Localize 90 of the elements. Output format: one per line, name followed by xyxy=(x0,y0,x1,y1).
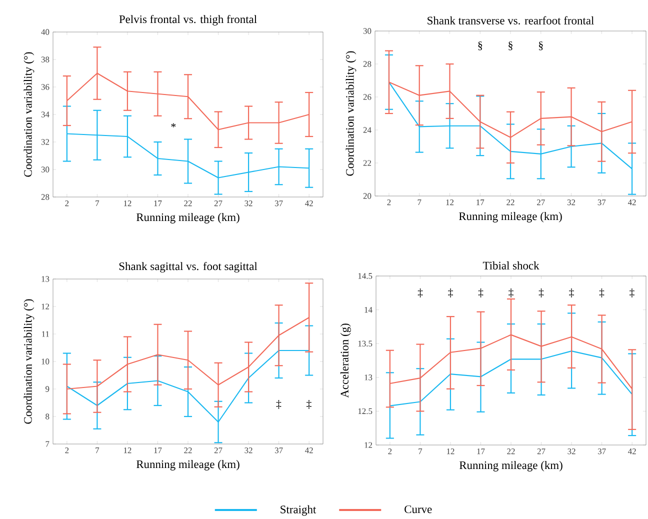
x-tick-label: 7 xyxy=(418,448,422,454)
annotation: ‡ xyxy=(599,288,604,298)
annotation: * xyxy=(171,123,176,128)
annotation: ‡ xyxy=(478,288,484,298)
x-tick-label: 32 xyxy=(244,200,252,206)
x-tick-label: 7 xyxy=(96,200,100,206)
x-tick-label: 2 xyxy=(388,448,392,454)
x-tick-label: 17 xyxy=(154,448,162,454)
y-tick-label: 38 xyxy=(41,56,50,62)
legend-label: Curve xyxy=(404,506,432,514)
y-axis-title: Coordination variability (°) xyxy=(24,299,34,424)
chart-title: Shank transverse vs. rearfoot frontal xyxy=(428,16,594,25)
x-axis-title: Running mileage (km) xyxy=(459,461,562,472)
x-tick-label: 22 xyxy=(184,200,192,206)
y-tick-label: 8 xyxy=(46,414,50,420)
x-tick-label: 27 xyxy=(214,200,222,206)
x-tick-label: 37 xyxy=(274,200,283,206)
x-tick-label: 12 xyxy=(446,200,454,206)
x-tick-label: 37 xyxy=(274,448,283,454)
x-tick-label: 42 xyxy=(628,448,636,454)
y-tick-label: 12 xyxy=(42,304,50,310)
chart-title: Tibial shock xyxy=(482,262,540,270)
y-tick-label: 7 xyxy=(46,441,50,447)
annotation: § xyxy=(538,42,543,50)
y-axis-title: Coordination variability (°) xyxy=(24,52,34,177)
x-tick-label: 32 xyxy=(244,448,252,454)
annotation: ‡ xyxy=(306,400,312,409)
annotation: ‡ xyxy=(418,288,423,298)
x-tick-label: 42 xyxy=(305,448,313,454)
y-tick-label: 30 xyxy=(41,166,50,172)
y-tick-label: 22 xyxy=(363,160,372,166)
y-tick-label: 30 xyxy=(363,28,372,34)
x-tick-label: 7 xyxy=(96,448,100,454)
y-axis-title: Acceleration (g) xyxy=(340,324,351,398)
x-axis-title: Running mileage (km) xyxy=(458,212,562,223)
y-tick-label: 24 xyxy=(363,127,372,133)
x-tick-label: 17 xyxy=(476,200,484,206)
annotation: ‡ xyxy=(448,288,453,298)
y-tick-label: 13 xyxy=(364,374,372,380)
chart-title: Pelvis frontal vs. thigh frontal xyxy=(119,15,257,26)
x-tick-label: 17 xyxy=(477,448,485,454)
x-tick-label: 32 xyxy=(568,448,576,454)
y-tick-label: 12.5 xyxy=(358,408,372,414)
x-tick-label: 27 xyxy=(537,448,546,454)
x-tick-label: 12 xyxy=(446,448,454,454)
legend-label: Straight xyxy=(280,505,316,516)
x-tick-label: 22 xyxy=(507,448,515,454)
x-tick-label: 42 xyxy=(628,200,636,206)
annotation: § xyxy=(478,42,482,50)
y-tick-label: 14.5 xyxy=(358,273,372,279)
y-tick-label: 9 xyxy=(46,386,50,392)
x-axis-title: Running mileage (km) xyxy=(136,213,240,224)
x-tick-label: 12 xyxy=(124,200,132,206)
y-tick-label: 36 xyxy=(41,84,50,90)
y-tick-label: 28 xyxy=(363,61,372,67)
x-tick-label: 32 xyxy=(567,200,576,206)
annotation: ‡ xyxy=(276,400,282,409)
annotation: § xyxy=(508,42,512,50)
y-tick-label: 32 xyxy=(41,139,50,145)
x-tick-label: 27 xyxy=(537,200,545,206)
y-tick-label: 34 xyxy=(41,112,50,118)
y-tick-label: 14 xyxy=(364,307,372,313)
y-tick-label: 20 xyxy=(363,193,372,199)
x-tick-label: 12 xyxy=(124,448,132,454)
y-tick-label: 13.5 xyxy=(358,340,372,347)
x-tick-label: 2 xyxy=(65,448,69,454)
annotation: ‡ xyxy=(630,288,634,298)
y-tick-label: 13 xyxy=(42,276,50,282)
annotation: ‡ xyxy=(569,288,574,298)
x-tick-label: 42 xyxy=(305,200,313,206)
x-tick-label: 22 xyxy=(184,448,192,454)
x-tick-label: 27 xyxy=(214,448,222,454)
y-tick-label: 40 xyxy=(41,29,50,35)
x-tick-label: 37 xyxy=(598,200,606,206)
x-tick-label: 2 xyxy=(65,200,69,206)
x-tick-label: 7 xyxy=(418,200,422,206)
x-tick-label: 2 xyxy=(387,200,391,206)
y-tick-label: 28 xyxy=(41,194,50,200)
chart-title: Shank sagittal vs. foot sagittal xyxy=(119,262,258,273)
x-tick-label: 37 xyxy=(598,448,606,454)
annotation: ‡ xyxy=(538,288,544,298)
y-tick-label: 10 xyxy=(42,358,50,364)
annotation: ‡ xyxy=(508,288,514,298)
y-tick-label: 26 xyxy=(363,94,372,100)
y-tick-label: 11 xyxy=(42,331,49,337)
x-tick-label: 22 xyxy=(506,200,514,206)
y-axis-title: Coordination variability (°) xyxy=(346,51,356,176)
x-tick-label: 17 xyxy=(154,200,162,206)
x-axis-title: Running mileage (km) xyxy=(136,460,240,471)
y-tick-label: 12 xyxy=(364,442,372,448)
